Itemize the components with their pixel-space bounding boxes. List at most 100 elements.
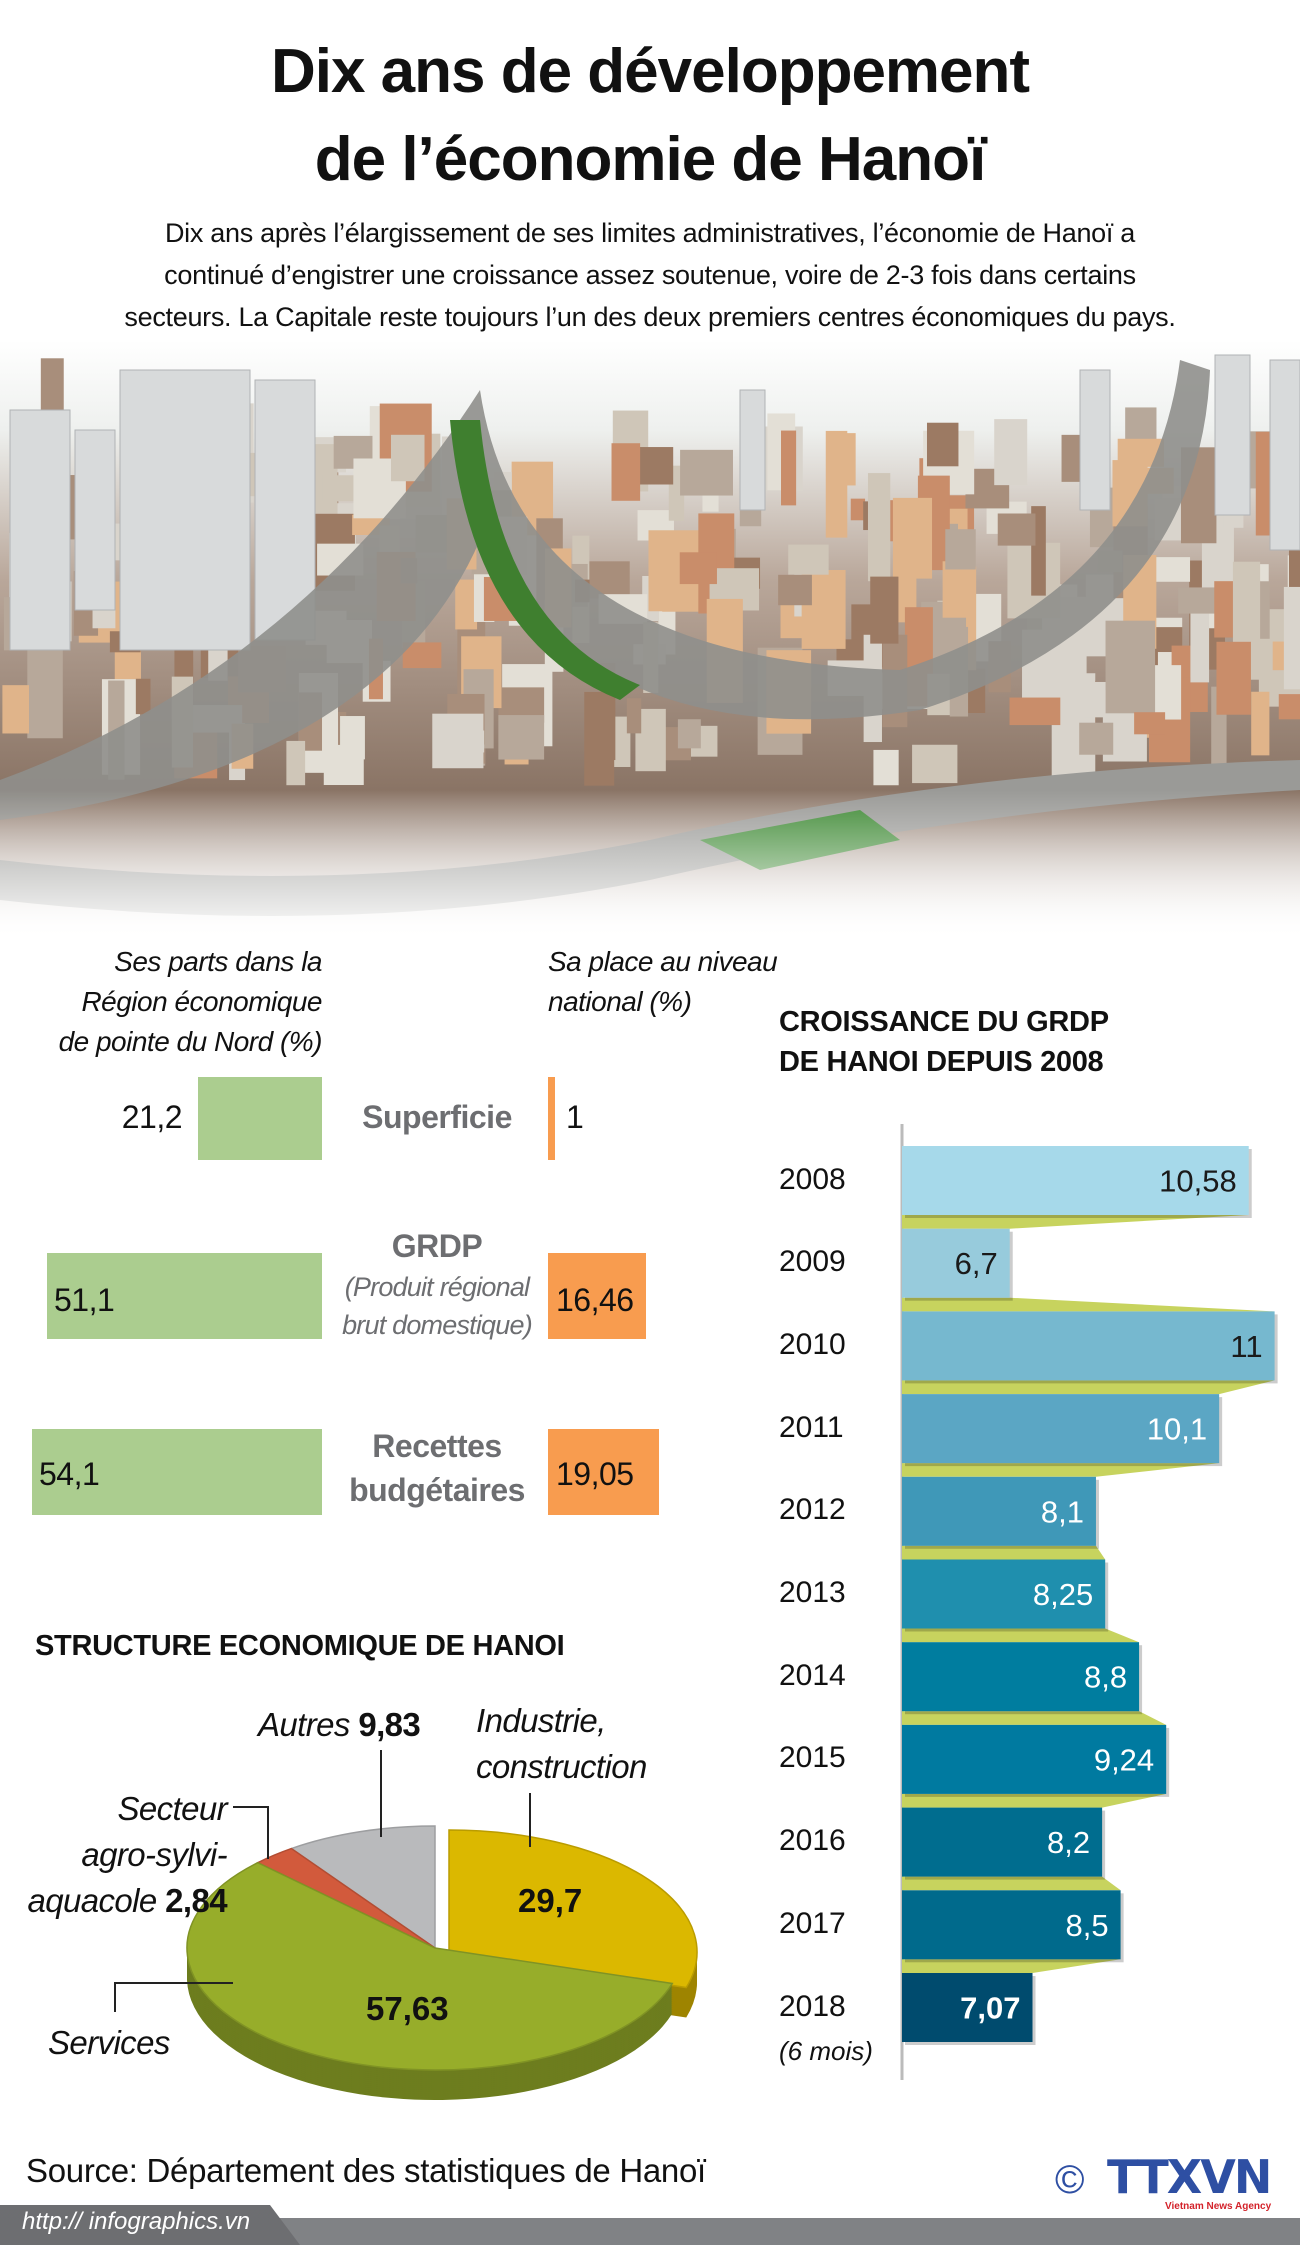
pie-value-industrie: 29,7 [518,1882,583,1919]
leader-line [114,1982,233,2012]
year-label: 2008 [779,1162,846,1196]
header-line: national (%) [548,986,692,1017]
header-line: Sa place au niveau [548,946,778,977]
bar-connector [902,1711,1167,1725]
bar-value-label: 10,1 [1147,1412,1207,1447]
bar-connector [902,1793,1167,1808]
bar-2009 [902,1228,1010,1298]
pie-slice-industrie [448,1829,698,1989]
region-value-superficie: 21,2 [121,1099,183,1135]
website-link[interactable]: http:// infographics.vn [22,2208,251,2235]
slice-name: Autres [258,1706,350,1743]
chart-title-line: CROISSANCE DU GRDP [779,1006,1109,1038]
hanoi-cityscape-photo [0,340,1300,940]
slice-name: Secteur [117,1790,227,1827]
bar-value-label: 8,25 [1033,1577,1093,1612]
intro-line: Dix ans après l’élargissement de ses lim… [164,218,1136,248]
pie-label-autres: Autres 9,83 [258,1706,421,1744]
bar-2015 [902,1724,1167,1794]
slice-value: 9,83 [358,1706,421,1743]
intro-line: continué d’engistrer une croissance asse… [164,260,1136,290]
slice-name: aquacole [27,1882,157,1919]
bar-value-label: 9,24 [1094,1742,1154,1777]
bar-connector [902,1628,1140,1643]
bar-2012 [902,1476,1096,1546]
category-superficie: Superficie [362,1099,512,1135]
bar-value-label: 8,5 [1065,1908,1108,1943]
bar-connector [902,1959,1121,1973]
bar-2014 [902,1642,1140,1712]
ttxvn-logo: TTXVN [1107,2150,1272,2204]
region-bar-recettes [32,1429,322,1515]
intro-line: secteurs. La Capitale reste toujours l’u… [124,302,1176,332]
structure-chart-title: STRUCTURE ECONOMIQUE DE HANOI [35,1630,565,1662]
year-label: 2018 [779,1989,846,2023]
bar-connector [902,1876,1121,1891]
region-value-grdp: 51,1 [54,1282,115,1318]
national-share-header: Sa place au niveau national (%) [548,942,778,1022]
bar-2008 [902,1146,1249,1215]
national-value-recettes: 19,05 [556,1456,634,1492]
bar-connector [902,1463,1220,1477]
footer-tab [0,2205,300,2245]
year-label: 2015 [779,1741,846,1775]
national-bar-grdp [548,1253,646,1339]
bar-value-label: 8,8 [1084,1660,1127,1695]
category-recettes-line2: budgétaires [349,1472,525,1508]
bar-2010 [902,1311,1275,1381]
region-value-recettes: 54,1 [39,1456,100,1492]
year-label: 2009 [779,1245,846,1279]
bar-2017 [902,1890,1121,1960]
region-bar-superficie [198,1077,322,1160]
bar-value-label: 6,7 [955,1246,998,1281]
year-label: 2014 [779,1658,846,1692]
intro-paragraph: Dix ans après l’élargissement de ses lim… [0,212,1300,338]
chart-title-line: DE HANOI DEPUIS 2008 [779,1046,1104,1078]
year-label: 2010 [779,1327,846,1361]
bar-value-label: 7,07 [960,1991,1020,2026]
national-value-grdp: 16,46 [556,1282,634,1318]
title-line-2: de l’économie de Hanoï [314,125,986,194]
logo-tagline: Vietnam News Agency [1165,2201,1272,2212]
pie-label-agro: Secteur agro-sylvi- aquacole 2,84 [27,1786,227,1924]
bar-2018 [902,1973,1033,2042]
header-line: Région économique [81,986,322,1017]
bar-2013 [902,1559,1106,1629]
pie-slice-services [186,1861,674,2071]
bar-2011 [902,1394,1220,1464]
year-label: 2017 [779,1906,846,1940]
bar-value-label: 10,58 [1159,1164,1237,1199]
bar-connector [902,1215,1249,1229]
national-value-superficie: 1 [566,1099,584,1135]
source-note: Source: Département des statistiques de … [26,2152,706,2189]
title-line-1: Dix ans de développement [270,37,1030,106]
year-label: 2012 [779,1493,846,1527]
year-label: 2011 [779,1410,844,1444]
header-line: Ses parts dans la [114,946,322,977]
slice-name: agro-sylvi- [81,1836,227,1873]
pie-label-services: Services [48,2024,170,2061]
category-grdp-sub: (Produit régional [344,1272,530,1302]
region-bar-grdp [47,1253,322,1339]
bar-connector [902,1380,1275,1395]
page-title: Dix ans de développement de l’économie d… [0,28,1300,204]
pie-slice-autres [289,1825,436,1950]
category-recettes: Recettes [372,1428,502,1464]
region-share-header: Ses parts dans la Région économique de p… [58,942,323,1062]
category-grdp-sub: brut domestique) [342,1310,533,1340]
growth-chart-title: CROISSANCE DU GRDP DE HANOI DEPUIS 2008 [779,1002,1109,1082]
bar-value-label: 8,2 [1047,1825,1090,1860]
slice-value: 2,84 [165,1882,227,1919]
bar-connector [902,1545,1106,1560]
bar-2016 [902,1807,1103,1877]
pie-value-services: 57,63 [366,1990,449,2027]
slice-name: construction [476,1748,647,1785]
bar-value-label: 11 [1230,1329,1262,1364]
slice-name: Industrie, [476,1702,606,1739]
year-label: 2016 [779,1824,846,1858]
leader-line [233,1806,269,1859]
year-label: 2013 [779,1576,846,1609]
header-line: de pointe du Nord (%) [58,1026,323,1057]
